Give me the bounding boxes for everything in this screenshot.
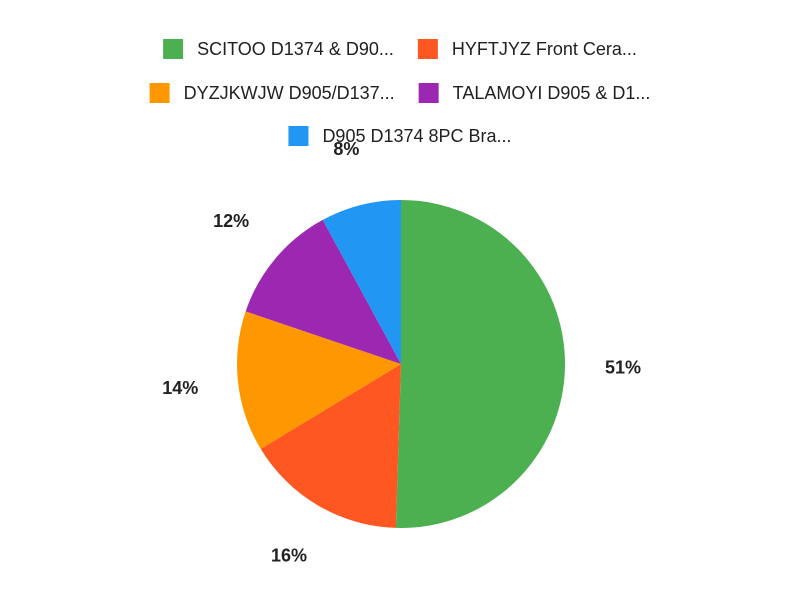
pie-slice[interactable]: [322, 200, 401, 364]
legend-item[interactable]: TALAMOYI D905 & D1...: [418, 83, 651, 103]
legend-label: SCITOO D1374 & D90...: [197, 39, 394, 59]
legend-item[interactable]: SCITOO D1374 & D90...: [163, 39, 394, 59]
legend-item[interactable]: DYZJKWJW D905/D137...: [149, 83, 395, 103]
legend-swatch: [149, 83, 170, 103]
pie-slice[interactable]: [245, 219, 401, 364]
legend-swatch: [418, 83, 439, 103]
pie-percent-labels: 51% 16% 14% 12% 8%: [162, 139, 641, 566]
legend-label: HYFTJYZ Front Cera...: [452, 39, 637, 59]
legend-swatch: [163, 39, 184, 59]
legend-label: DYZJKWJW D905/D137...: [184, 83, 395, 103]
legend-label: TALAMOYI D905 & D1...: [453, 83, 651, 103]
pie-slice[interactable]: [236, 311, 401, 449]
slice-percent-label: 12%: [213, 211, 249, 231]
legend-swatch: [288, 126, 309, 146]
legend-swatch: [417, 39, 438, 59]
slice-percent-label: 51%: [605, 357, 641, 377]
legend-item[interactable]: HYFTJYZ Front Cera...: [417, 39, 637, 59]
legend-item[interactable]: D905 D1374 8PC Bra...: [288, 126, 512, 146]
slice-percent-label: 14%: [162, 378, 198, 398]
legend-label: D905 D1374 8PC Bra...: [322, 126, 511, 146]
slice-percent-label: 16%: [271, 546, 307, 566]
pie-slice[interactable]: [395, 200, 566, 528]
chart-legend: SCITOO D1374 & D90... HYFTJYZ Front Cera.…: [149, 39, 651, 146]
slice-percent-label: 8%: [333, 139, 359, 159]
pie-slices: [236, 200, 566, 528]
pie-slice[interactable]: [260, 364, 401, 528]
